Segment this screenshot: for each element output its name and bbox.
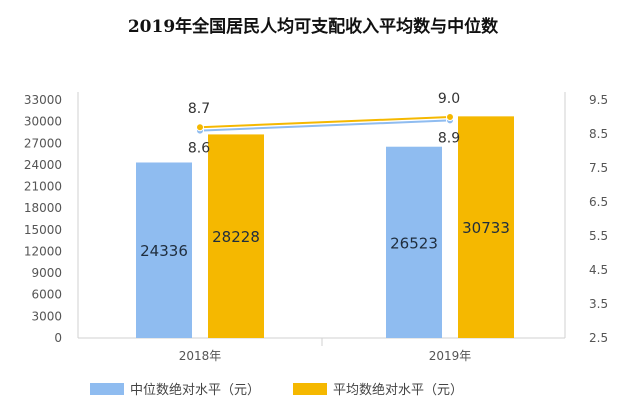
line-median-growth — [199, 119, 451, 132]
left-y-axis: 0 3000 6000 9000 12000 15000 18000 21000 24000 27… — [24, 92, 79, 345]
bar-mean-1 — [458, 116, 514, 338]
left-tick-label: 3000 — [31, 309, 62, 323]
x-axis: 2018年 2019年 — [78, 337, 565, 363]
line-value-label: 8.9 — [438, 130, 460, 146]
left-tick-label: 0 — [54, 331, 62, 345]
line-value-label: 8.7 — [188, 101, 210, 117]
right-tick-label: 7.5 — [589, 161, 608, 175]
line-value-label: 8.6 — [188, 141, 210, 157]
left-tick-label: 18000 — [24, 201, 62, 215]
right-tick-label: 8.5 — [589, 127, 608, 141]
bar-value-label: 28228 — [212, 228, 260, 246]
left-tick-label: 15000 — [24, 223, 62, 237]
left-tick-label: 21000 — [24, 180, 62, 194]
left-tick-label: 12000 — [24, 244, 62, 258]
left-tick-label: 30000 — [24, 115, 62, 129]
line-series: 8.6 8.9 8.7 9.0 — [188, 91, 460, 157]
right-y-axis: 2.5 3.5 4.5 5.5 6.5 7.5 8.5 9.5 — [564, 92, 608, 345]
right-tick-label: 4.5 — [589, 263, 608, 277]
bar-mean-0 — [208, 134, 264, 338]
bar-value-label: 24336 — [140, 242, 188, 260]
bar-series: 24336 26523 28228 30733 — [136, 116, 514, 338]
legend-label: 中位数绝对水平（元） — [130, 382, 260, 398]
left-tick-label: 9000 — [31, 266, 62, 280]
right-tick-label: 9.5 — [589, 93, 608, 107]
left-tick-label: 6000 — [31, 288, 62, 302]
x-tick-label: 2018年 — [179, 349, 222, 363]
bar-value-label: 30733 — [462, 219, 510, 237]
bar-median-0 — [136, 162, 192, 338]
chart-title: 2019年全国居民人均可支配收入平均数与中位数 — [128, 16, 499, 37]
right-tick-label: 5.5 — [589, 229, 608, 243]
bar-median-1 — [386, 146, 442, 338]
line-point-mean-1 — [446, 113, 454, 121]
legend-swatch-0 — [90, 383, 124, 395]
line-mean-growth — [199, 116, 451, 129]
line-point-mean-0 — [196, 123, 204, 132]
line-value-label: 9.0 — [438, 91, 460, 107]
bar-value-label: 26523 — [390, 234, 438, 252]
right-tick-label: 2.5 — [589, 331, 608, 345]
left-tick-label: 24000 — [24, 158, 62, 172]
left-tick-label: 33000 — [24, 93, 62, 107]
legend-label: 平均数绝对水平（元） — [333, 382, 463, 398]
x-tick-label: 2019年 — [429, 349, 472, 363]
legend-swatch-1 — [293, 383, 327, 395]
right-tick-label: 3.5 — [589, 297, 608, 311]
left-tick-label: 27000 — [24, 136, 62, 150]
right-tick-label: 6.5 — [589, 195, 608, 209]
legend: 中位数绝对水平（元） 平均数绝对水平（元） — [90, 382, 463, 398]
